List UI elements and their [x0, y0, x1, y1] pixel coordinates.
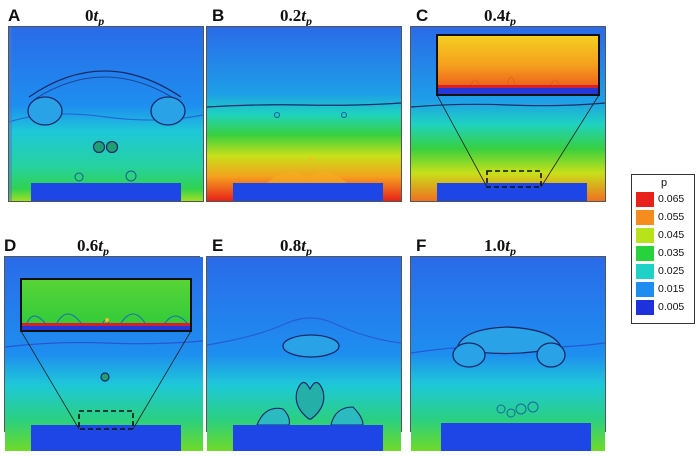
- zoom-box: [486, 170, 542, 188]
- panel-letter-a: A: [8, 6, 21, 25]
- panel-e: [206, 256, 402, 451]
- zoom-box: [78, 410, 134, 430]
- panel-title-b: 0.2tp: [280, 6, 312, 28]
- panel-letter-e: E: [212, 236, 224, 255]
- legend-swatch: [636, 228, 654, 243]
- panel-title-a: 0tp: [85, 6, 105, 28]
- legend-swatch: [636, 282, 654, 297]
- panel-e-field: [207, 257, 401, 451]
- legend-swatch: [636, 210, 654, 225]
- panel-letter-f: F: [416, 236, 427, 255]
- legend-swatch: [636, 300, 654, 315]
- legend-label: 0.055: [658, 211, 685, 223]
- panel-letter-c: C: [416, 6, 429, 25]
- legend-label: 0.025: [658, 265, 685, 277]
- legend-label: 0.015: [658, 283, 685, 295]
- legend-label: 0.065: [658, 193, 685, 205]
- inset-zoom-c: [436, 34, 600, 96]
- legend-label: 0.005: [658, 301, 685, 313]
- panel-d-field: [5, 257, 203, 451]
- legend: p 0.065 0.055 0.045 0.035 0.025 0.015 0.005: [631, 174, 695, 324]
- panel-b-field: [207, 27, 401, 201]
- panel-title-f: 1.0tp: [484, 236, 516, 258]
- panel-c: [410, 26, 606, 202]
- legend-swatch: [636, 264, 654, 279]
- legend-swatch: [636, 246, 654, 261]
- panel-title-c: 0.4tp: [484, 6, 516, 28]
- panel-f-field: [411, 257, 605, 451]
- panel-title-e: 0.8tp: [280, 236, 312, 258]
- legend-title: p: [660, 177, 668, 189]
- legend-label: 0.045: [658, 229, 685, 241]
- panel-letter-b: B: [212, 6, 225, 25]
- inset-zoom-d: [20, 278, 192, 332]
- panel-letter-d: D: [4, 236, 17, 255]
- legend-label: 0.035: [658, 247, 685, 259]
- panel-title-d: 0.6tp: [77, 236, 109, 258]
- panel-f: [410, 256, 606, 451]
- panel-b: [206, 26, 402, 202]
- panel-a: [8, 26, 204, 202]
- legend-swatch: [636, 192, 654, 207]
- panel-d: [4, 256, 203, 451]
- panel-a-field: [9, 27, 203, 201]
- panel-c-field: [411, 27, 605, 201]
